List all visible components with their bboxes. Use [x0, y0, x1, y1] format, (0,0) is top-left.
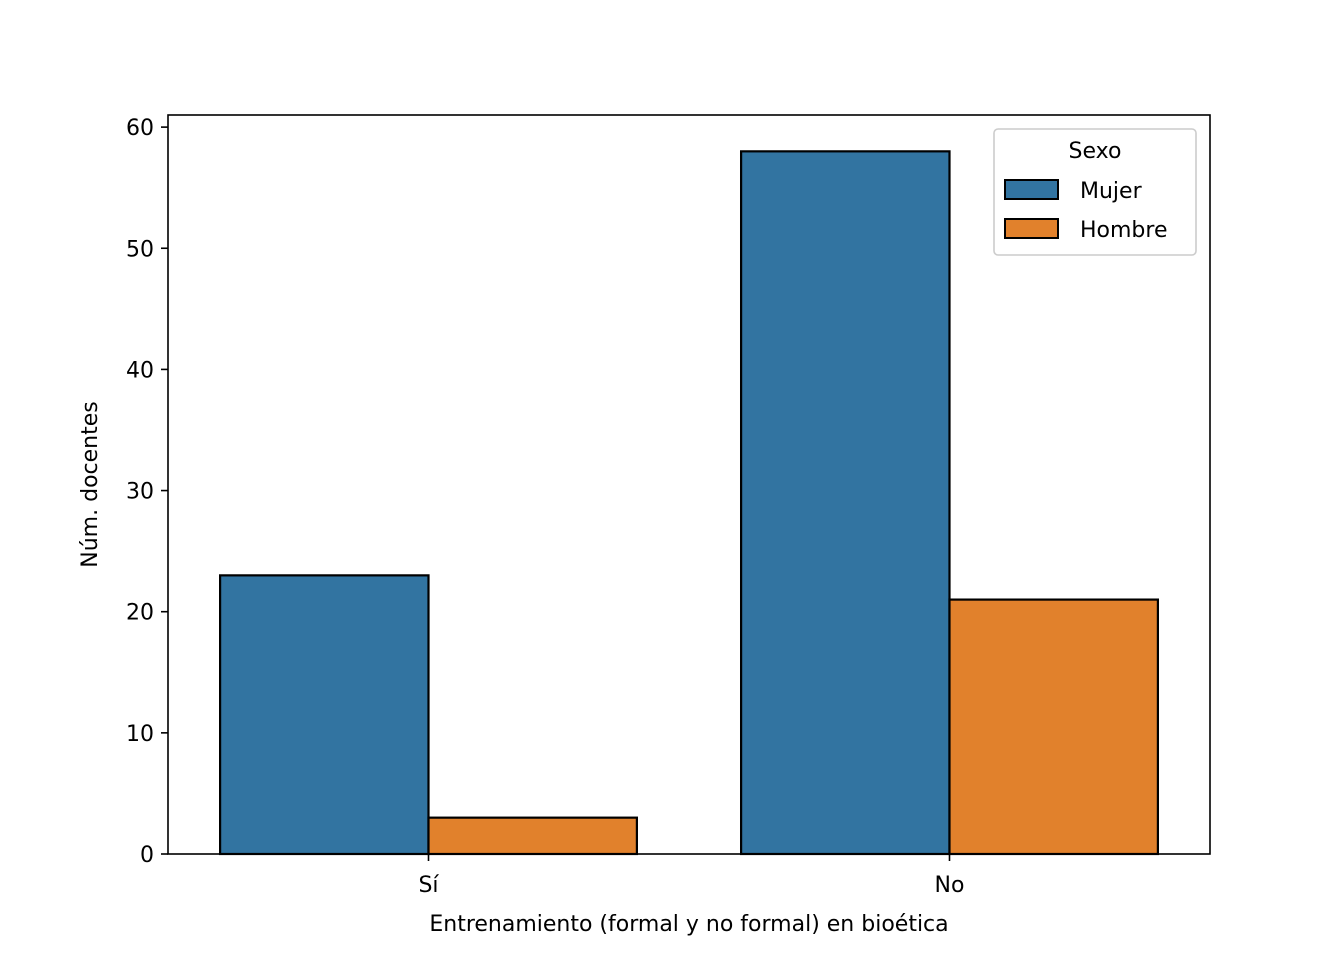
bar-hombre-1 [948, 598, 1159, 856]
bar-hombre-0 [427, 816, 638, 856]
y-tick-label: 40 [126, 358, 154, 383]
x-tick-label: No [935, 873, 965, 898]
x-tick-label: Sí [418, 873, 439, 898]
y-tick-label: 0 [140, 843, 154, 868]
y-tick-label: 20 [126, 601, 154, 626]
y-tick-label: 10 [126, 722, 154, 747]
plot-frame [167, 114, 1211, 855]
y-tick-label: 50 [126, 237, 154, 262]
y-tick-label: 30 [126, 480, 154, 505]
legend-swatch-hombre [1004, 218, 1059, 239]
y-axis-title: Núm. docentes [78, 401, 103, 567]
x-axis-title: Entrenamiento (formal y no formal) en bi… [429, 912, 948, 937]
legend: Sexo Mujer Hombre [993, 128, 1197, 256]
legend-title: Sexo [1069, 139, 1122, 164]
legend-label-hombre: Hombre [1080, 218, 1168, 243]
bar-mujer-0 [219, 574, 430, 856]
legend-swatch-mujer [1004, 179, 1059, 200]
y-axis-ticks: 0 10 20 30 40 50 60 [126, 116, 168, 868]
bars-group [219, 150, 1159, 856]
x-axis-ticks: Sí No [418, 854, 964, 898]
legend-label-mujer: Mujer [1080, 179, 1143, 204]
y-tick-label: 60 [126, 116, 154, 141]
bar-mujer-1 [739, 150, 951, 856]
